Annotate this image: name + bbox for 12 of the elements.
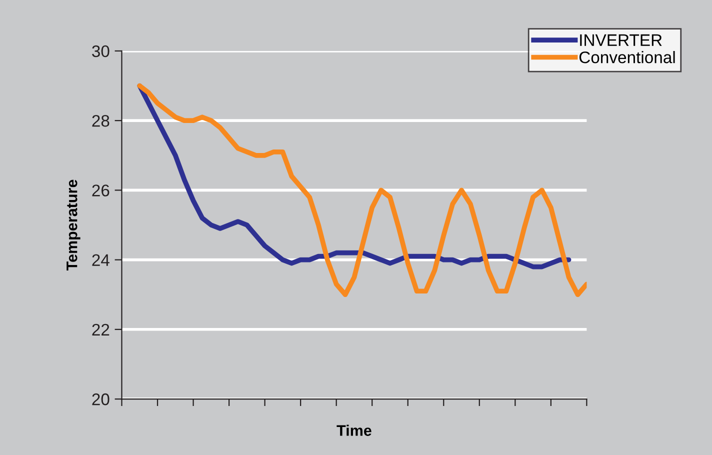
- y-tick-label: 26: [92, 184, 110, 196]
- y-tick-label: 30: [92, 45, 110, 58]
- line-series: [137, 83, 572, 270]
- legend-label: Conventional: [579, 51, 675, 64]
- y-tick-label: 24: [92, 254, 110, 266]
- x-axis-title: Time: [336, 424, 372, 436]
- y-tick-label: 20: [92, 393, 110, 406]
- y-tick-label: 28: [92, 114, 110, 127]
- y-tick-label: 22: [92, 324, 110, 336]
- y-axis-title: Temperature: [66, 180, 80, 271]
- legend-label: INVERTER: [580, 34, 662, 46]
- line-series: [137, 83, 587, 298]
